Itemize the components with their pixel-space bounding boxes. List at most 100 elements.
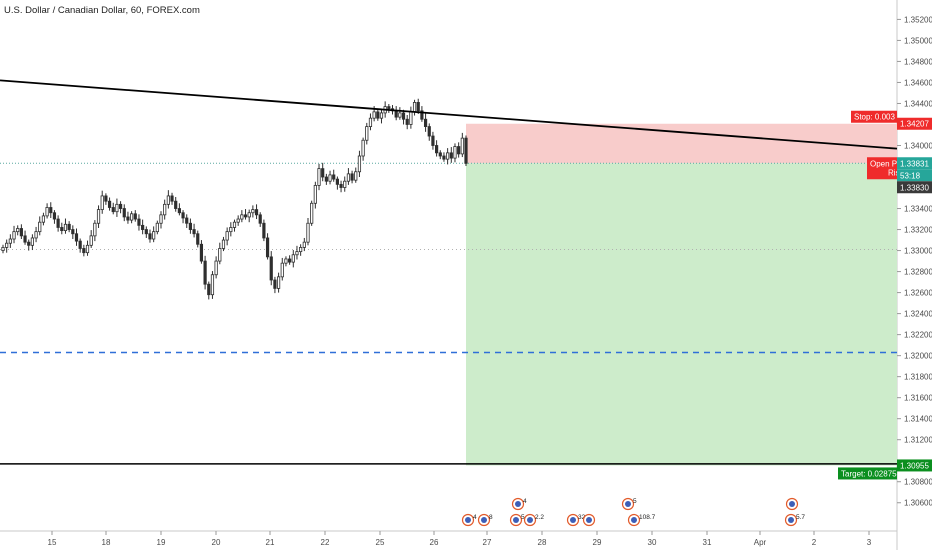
candle-body xyxy=(163,203,167,216)
candle-body xyxy=(423,118,428,127)
candle-body xyxy=(262,222,266,239)
candle-body xyxy=(409,111,413,125)
y-tick-label: 1.34000 xyxy=(904,141,932,150)
candle-body xyxy=(74,233,79,242)
candle-body xyxy=(251,209,255,214)
candle-body xyxy=(357,155,362,173)
candle-body xyxy=(354,171,358,181)
y-tick-label: 1.30600 xyxy=(904,499,932,508)
candle-body xyxy=(185,217,189,224)
y-tick-label: 1.35000 xyxy=(904,36,932,45)
candle-body xyxy=(27,241,31,246)
candle-body xyxy=(130,213,134,221)
candle-body xyxy=(115,203,119,213)
candle-body xyxy=(254,209,259,216)
event-value: 5 xyxy=(521,514,525,521)
candle-body xyxy=(269,256,273,281)
candle-body xyxy=(174,200,178,209)
candle-body xyxy=(60,227,64,232)
candle-body xyxy=(137,218,141,226)
y-tick-label: 1.31800 xyxy=(904,373,932,382)
candle-body xyxy=(225,231,229,241)
y-tick-label: 1.31600 xyxy=(904,394,932,403)
candle-body xyxy=(196,233,200,245)
x-tick-label: 31 xyxy=(703,538,712,547)
candle-body xyxy=(210,274,215,296)
open-price-label-bg xyxy=(897,157,932,170)
stop-price-label-bg xyxy=(897,117,932,130)
candle-body xyxy=(449,152,453,159)
candle-body xyxy=(427,126,431,137)
candle-body xyxy=(343,180,347,188)
open-label: Open P xyxy=(870,159,897,168)
candle-body xyxy=(438,152,442,157)
x-tick-label: 28 xyxy=(538,538,547,547)
x-tick-label: 29 xyxy=(593,538,602,547)
candle-body xyxy=(192,229,196,235)
event-value: 2.2 xyxy=(535,514,544,521)
y-tick-label: 1.32000 xyxy=(904,352,932,361)
candle-body xyxy=(107,200,112,208)
current-price-label-bg xyxy=(897,181,932,194)
candle-body xyxy=(460,137,464,155)
event-value: 5 xyxy=(633,498,637,505)
candle-body xyxy=(49,207,53,214)
candle-body xyxy=(321,168,325,178)
candle-body xyxy=(1,247,5,251)
trendline xyxy=(0,79,898,150)
candle-body xyxy=(166,195,170,205)
candle-body xyxy=(19,228,23,237)
y-tick-label: 1.31400 xyxy=(904,415,932,424)
candle-body xyxy=(405,118,409,125)
candle-body xyxy=(398,112,402,118)
candle-body xyxy=(387,106,391,110)
event-value: 108.7 xyxy=(639,514,656,521)
candle-body xyxy=(446,152,450,160)
candle-body xyxy=(232,221,237,228)
target-price-label: 1.30955 xyxy=(900,461,929,470)
candle-body xyxy=(324,176,328,182)
candle-body xyxy=(141,224,145,230)
candle-body xyxy=(126,216,130,221)
y-tick-label: 1.33400 xyxy=(904,205,932,214)
x-tick-label: 15 xyxy=(48,538,57,547)
candle-body xyxy=(82,248,86,254)
candle-body xyxy=(118,203,123,209)
event-flag-core xyxy=(513,517,519,523)
candle-body xyxy=(299,247,303,253)
candle-body xyxy=(52,212,57,220)
x-tick-label: 18 xyxy=(102,538,111,547)
event-flag-core xyxy=(515,501,521,507)
x-tick-label: 2 xyxy=(812,538,817,547)
candle-body xyxy=(420,110,424,120)
y-tick-label: 1.35200 xyxy=(904,15,932,24)
candle-body xyxy=(302,241,306,248)
event-flag-core xyxy=(586,517,592,523)
candle-body xyxy=(89,235,93,246)
candle-body xyxy=(144,229,148,235)
x-tick-label: Apr xyxy=(754,538,767,547)
event-value: 4 xyxy=(523,498,527,505)
countdown-label: 53:18 xyxy=(900,171,921,180)
candle-body xyxy=(45,207,49,217)
candle-body xyxy=(453,146,457,159)
y-tick-label: 1.33200 xyxy=(904,226,932,235)
candle-body xyxy=(457,146,461,155)
candle-body xyxy=(265,237,270,258)
candle-body xyxy=(247,212,251,218)
x-tick-label: 19 xyxy=(157,538,166,547)
risk-label: Ris xyxy=(888,168,900,177)
candle-body xyxy=(276,276,281,289)
target-label: Target: 0.02875 xyxy=(841,469,897,478)
candle-body xyxy=(12,231,16,240)
candle-body xyxy=(295,251,299,256)
candle-body xyxy=(379,112,384,119)
event-flag-core xyxy=(481,517,487,523)
open-price-label: 1.33831 xyxy=(900,159,929,168)
candle-body xyxy=(258,214,262,224)
event-value: 5.7 xyxy=(796,514,805,521)
y-tick-label: 1.30800 xyxy=(904,478,932,487)
stop-label-bg xyxy=(851,110,897,123)
event-flag-core xyxy=(631,517,637,523)
